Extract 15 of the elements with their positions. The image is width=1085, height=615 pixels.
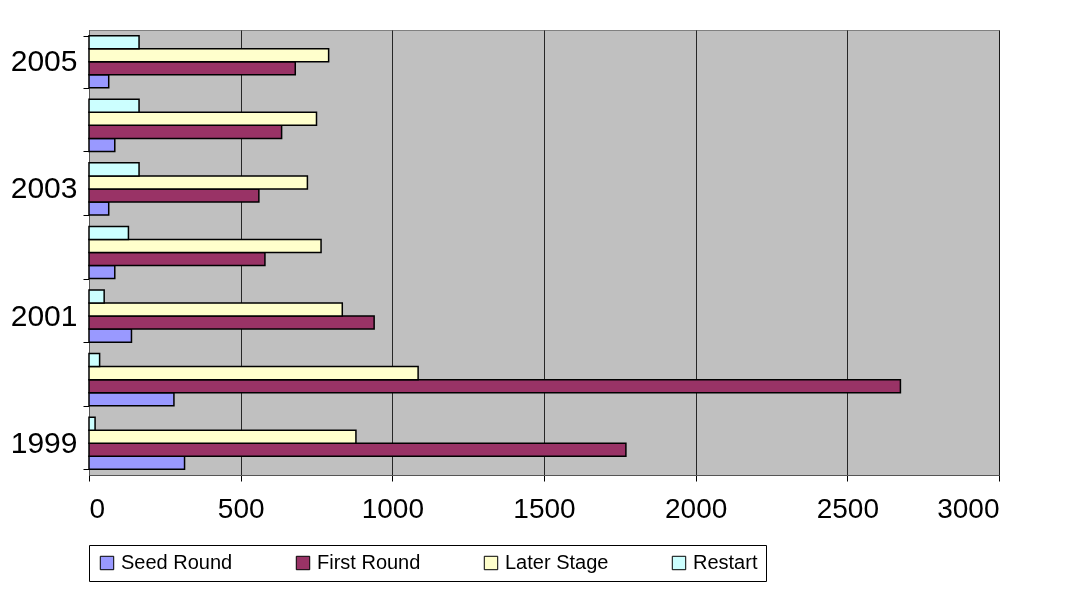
x-tick-label: 1000 (361, 492, 424, 524)
y-tick-label: 1999 (10, 425, 78, 459)
x-tick-label: 2500 (816, 492, 879, 524)
y-tick-label: 2001 (10, 298, 78, 332)
x-tick-label: 2000 (665, 492, 728, 524)
y-tick-label: 2005 (10, 44, 78, 78)
legend-label: Later Stage (505, 551, 609, 573)
legend-label: First Round (317, 551, 421, 573)
x-tick-label: 1500 (513, 492, 576, 524)
x-tick-label: 500 (217, 492, 265, 524)
y-tick-label: 2003 (10, 171, 78, 205)
x-tick-label: 0 (89, 492, 106, 524)
x-tick-label: 3000 (937, 492, 1000, 524)
legend-label: Restart (693, 551, 758, 573)
legend-label: Seed Round (121, 551, 233, 573)
